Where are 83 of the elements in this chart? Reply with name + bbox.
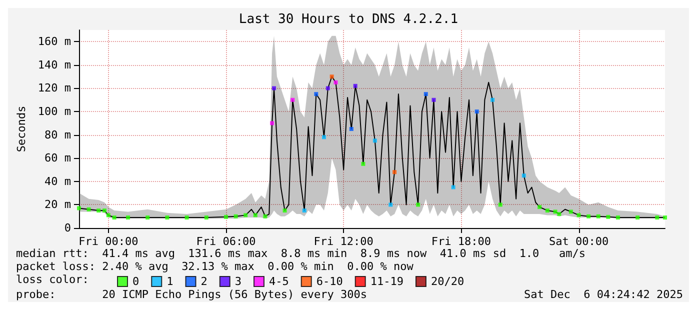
y-axis-title: Seconds [15,106,28,152]
point [349,127,354,131]
point [102,208,106,213]
point [553,210,558,214]
point [322,135,326,140]
point [416,202,420,207]
point [290,98,295,102]
text: probe: 20 ICMP Echo Pings (56 Bytes) every 300s [16,288,367,301]
y-tick-label: 160 m [38,35,72,48]
legend-label: 1 [166,275,174,288]
point [576,213,581,218]
point [234,214,238,218]
point [424,92,428,96]
point [451,185,456,190]
text: packet loss: 2.40 % avg 32.13 % max 0.00 % min 0.00 % now [16,260,414,273]
point [77,206,82,210]
y-tick-label: 100 m [38,105,72,118]
legend-label: 0 [132,275,140,288]
point [663,216,667,220]
x-tick-label: Fri 12:00 [314,235,374,248]
point [474,110,479,114]
point [270,121,274,126]
y-tick-label: 140 m [38,58,72,72]
point [126,216,130,220]
point [490,98,495,102]
point [253,213,258,218]
point [616,216,620,220]
legend-label: 20/20 [430,275,464,288]
legend-label: 4-5 [268,275,289,288]
point [146,216,150,220]
point [302,208,306,213]
y-tick-label: 0 [64,222,72,234]
point [636,216,640,220]
point [596,214,600,218]
point [272,86,276,90]
y-tick-label: 80 m [44,128,72,142]
point [361,162,366,166]
point [655,216,660,220]
legend-label: 6-10 [316,275,343,288]
legend-label: 2 [200,275,208,288]
point [263,214,268,218]
point [314,92,318,96]
legend-label: 3 [234,275,242,288]
point [606,214,610,219]
point [586,214,591,218]
point [522,174,526,178]
point [184,216,189,220]
point [372,138,377,143]
x-tick-label: Fri 18:00 [431,235,491,248]
point [112,216,116,220]
point [432,98,436,102]
y-tick-label: 20 m [44,198,72,212]
point [326,86,330,90]
point [106,213,110,218]
point [244,213,248,218]
x-tick-label: Fri 00:00 [78,235,138,248]
legend-title: loss color: [16,273,89,286]
point [165,216,170,220]
point [96,208,101,213]
point [86,207,91,212]
text: Sat Dec 6 04:24:42 2025 [524,288,684,301]
x-tick-label: Sat 00:00 [548,235,609,248]
text: median rtt: 41.4 ms avg 131.6 ms max 8.8 ms min 8.9 ms now 41.0 ms sd 1.0 am/s [16,247,586,260]
x-tick-label: Fri 06:00 [196,235,256,248]
point [568,210,573,214]
point [334,80,338,84]
point [353,84,358,88]
y-tick-label: 40 m [44,174,72,188]
point [282,208,287,213]
point [557,212,562,216]
legend-label: 11-19 [370,275,404,288]
line-series [78,76,666,218]
point [330,74,334,79]
y-tick-label: 60 m [44,152,72,165]
point [224,214,228,219]
point [545,208,550,213]
point [204,216,208,220]
y-tick-label: 120 m [38,82,72,95]
chart-title: Last 30 Hours to DNS 4.2.2.1 [238,12,458,27]
point [388,202,393,207]
point [392,170,397,174]
point [498,202,502,207]
point [538,205,542,210]
